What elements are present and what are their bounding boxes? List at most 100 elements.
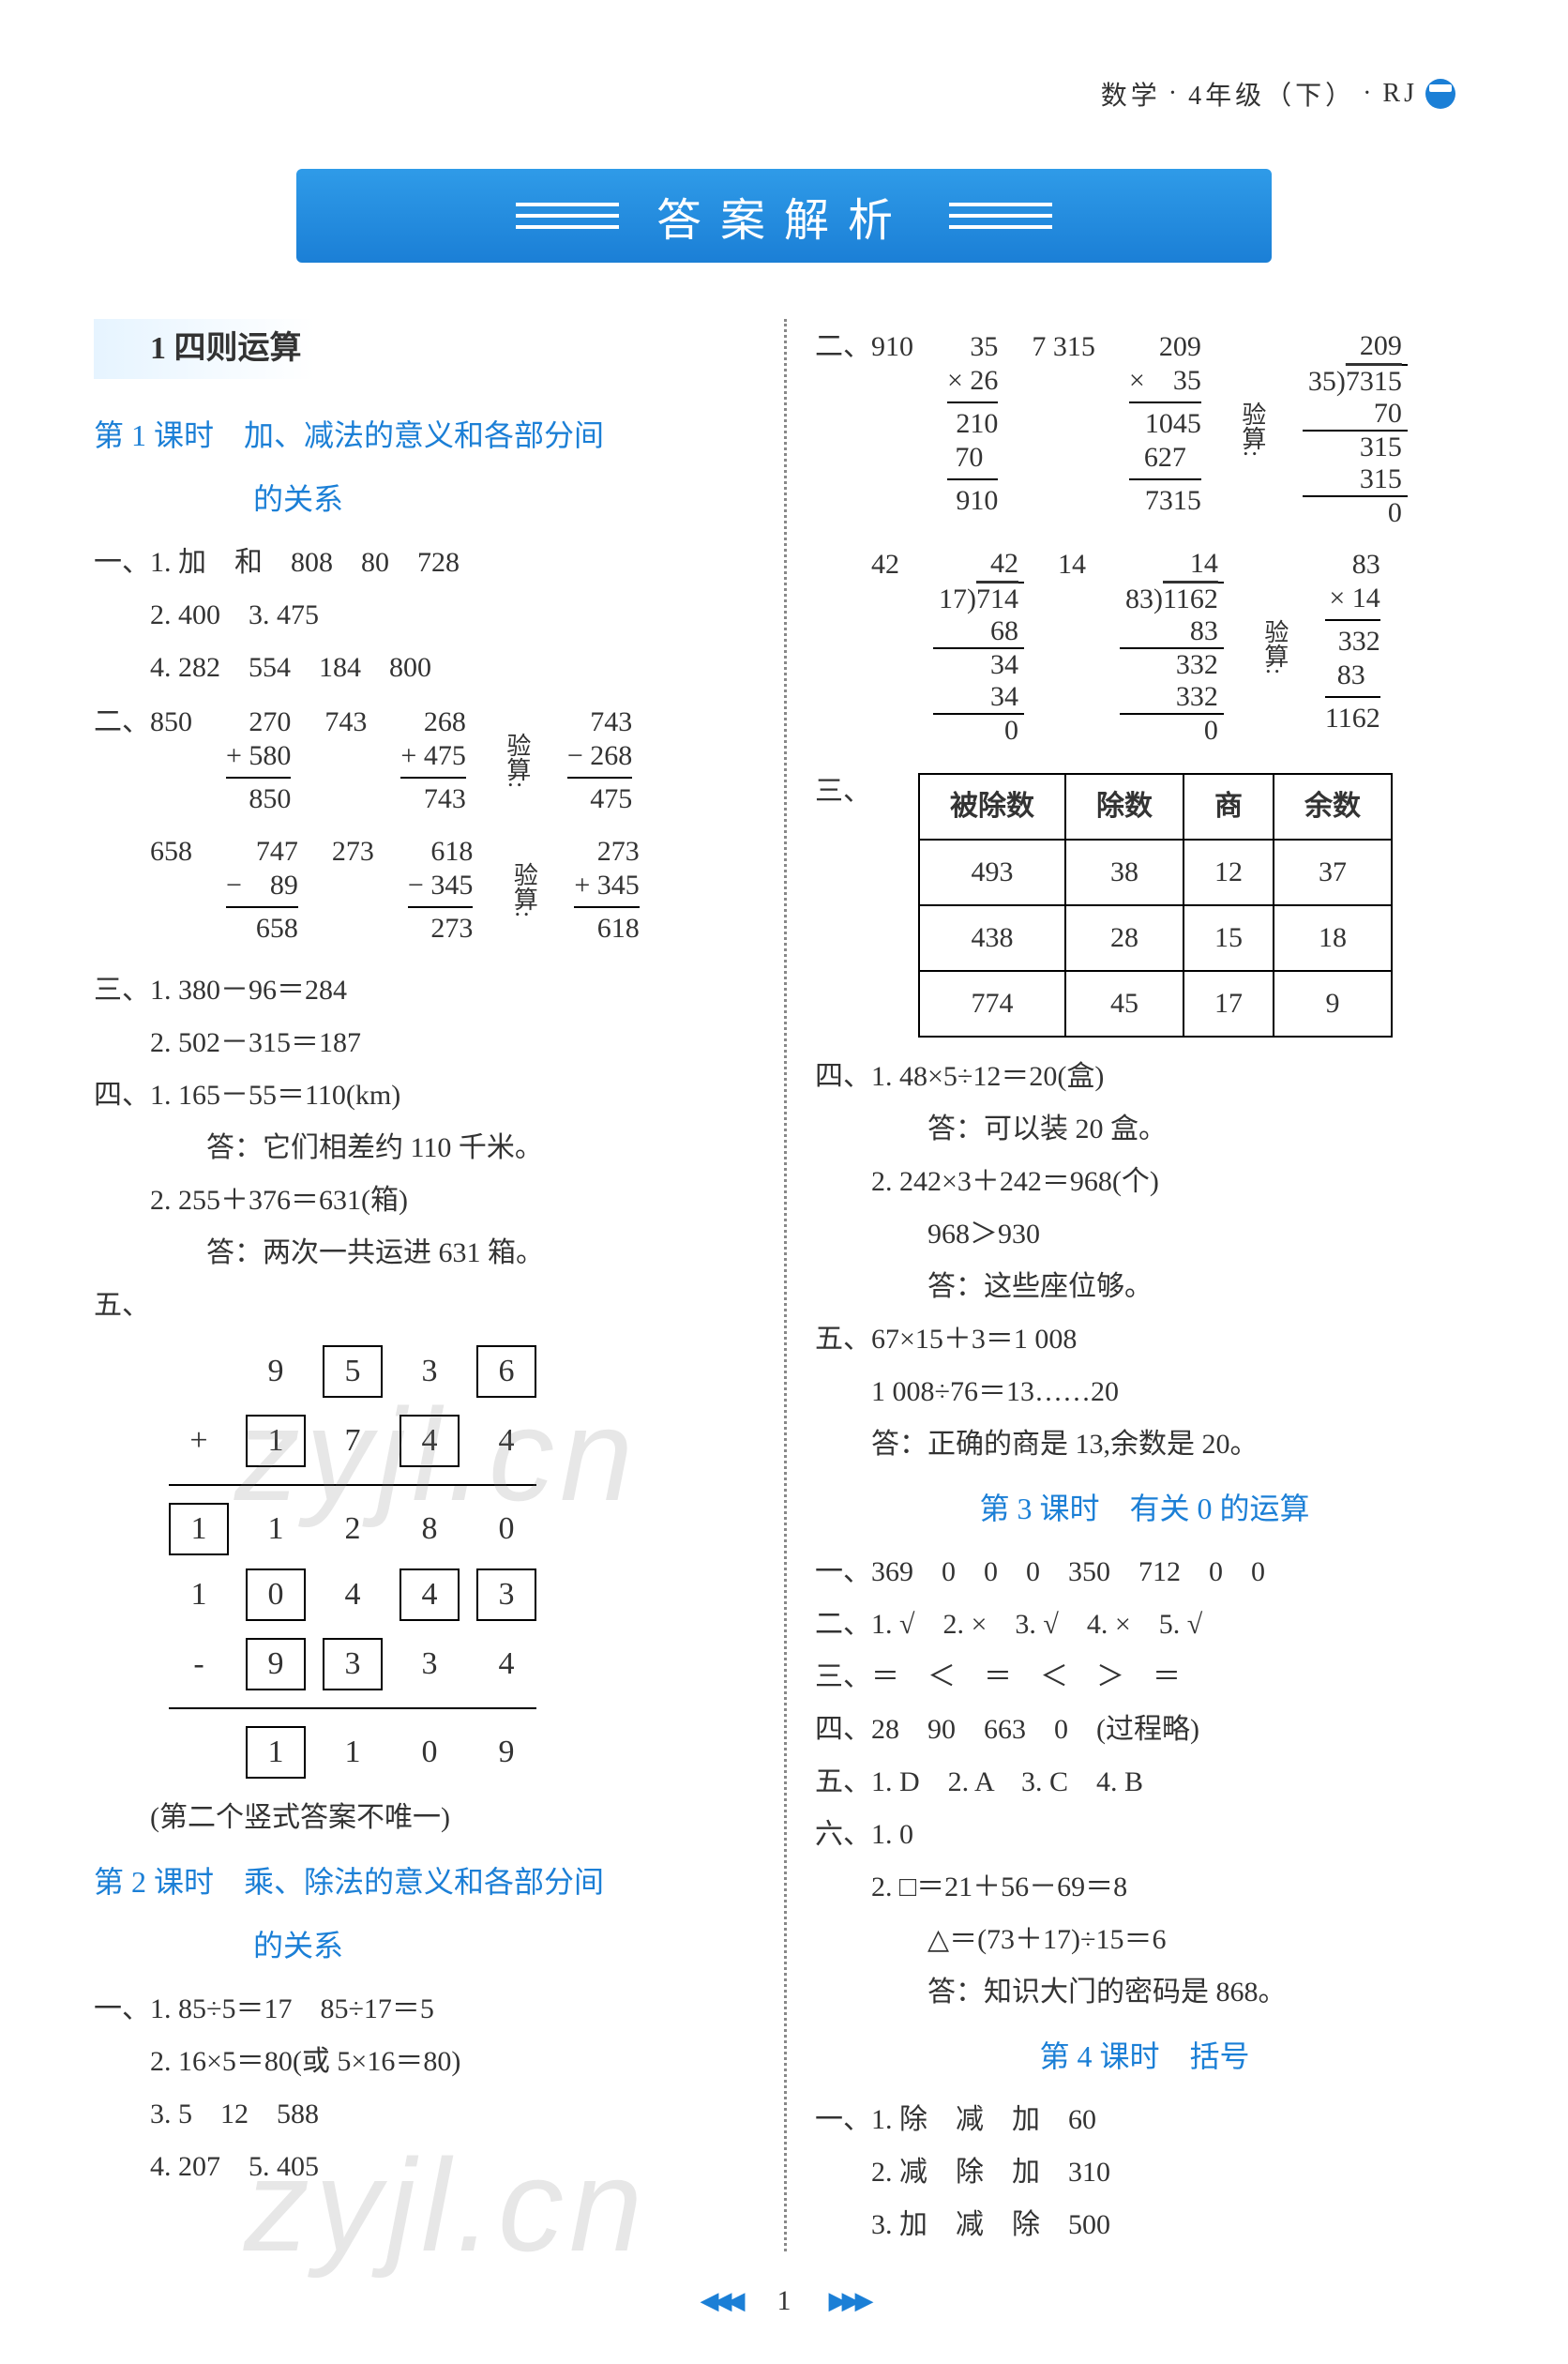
digit-cell: 1 (246, 1503, 306, 1555)
l1-q4-1a: 答：它们相差约 110 千米。 (94, 1122, 756, 1174)
table-cell: 45 (1065, 971, 1184, 1037)
l3-q1: 一、369 0 0 0 350 712 0 0 (815, 1546, 1474, 1599)
l2-q2b-v1: 14 (1058, 548, 1086, 582)
table-header: 除数 (1065, 774, 1184, 840)
digit-grid-2: 10443-93341109 (169, 1568, 756, 1779)
long-division: 42 17)714 68 34 34 0 (933, 548, 1024, 747)
l3-q3: 三、＝ ＜ ＝ ＜ ＞ ＝ (815, 1651, 1474, 1704)
long-division: 209 35)7315 70 315 315 0 (1303, 330, 1408, 529)
digit-cell: 1 (323, 1726, 383, 1779)
lesson-2-title-line2: 的关系 (94, 1919, 756, 1972)
vertical-mul: 83 × 14 332 83 1162 (1325, 548, 1380, 735)
verify-label: 验算: (500, 733, 534, 788)
l3-q6-2b: △＝(73＋17)÷15＝6 (815, 1914, 1474, 1966)
digit-cell: 9 (476, 1726, 536, 1779)
digit-cell (169, 1726, 229, 1779)
l2-q4-2: 2. 242×3＋242＝968(个) (815, 1156, 1474, 1208)
page-title: 答案解析 (656, 183, 912, 249)
digit-grid-1: 9536+174411280 (169, 1345, 756, 1555)
next-page-icon[interactable]: ▶▶▶ (829, 2287, 868, 2315)
table-cell: 493 (919, 840, 1065, 905)
l2-q4-2a: 答：这些座位够。 (815, 1261, 1474, 1313)
l2-q1-1: 一、1. 85÷5＝17 85÷17＝5 (94, 1983, 756, 2036)
digit-cell: 8 (400, 1503, 460, 1555)
l1-q2-label: 二、850 (94, 705, 192, 739)
l2-q1-3: 3. 5 12 588 (94, 2088, 756, 2141)
digit-cell: 0 (400, 1726, 460, 1779)
table-cell: 9 (1274, 971, 1392, 1037)
l2-q5-2: 1 008÷76＝13……20 (815, 1366, 1474, 1418)
l2-q4-1a: 答：可以装 20 盒。 (815, 1103, 1474, 1156)
verify-label: 验算: (1235, 402, 1269, 457)
digit-cell: 4 (323, 1568, 383, 1621)
prev-page-icon[interactable]: ◀◀◀ (701, 2287, 740, 2315)
table-header: 商 (1184, 774, 1274, 840)
l1-q3-1: 三、1. 380－96＝284 (94, 964, 756, 1017)
digit-cell: 9 (246, 1345, 306, 1398)
right-column: 二、910 35 × 26 210 70 910 7 315 209 × 35 … (784, 319, 1474, 2251)
l1-q2-v1: 743 (324, 705, 367, 739)
breadcrumb: 数学 · 4年级（下） · RJ (1101, 75, 1455, 113)
l2-q5-1: 五、67×15＋3＝1 008 (815, 1313, 1474, 1366)
l2-q2-v1: 7 315 (1032, 330, 1095, 364)
table-cell: 12 (1184, 840, 1274, 905)
decorative-line-left (516, 214, 619, 218)
chapter-heading: 1 四则运算 (94, 319, 339, 379)
l1-q2b-v1: 273 (332, 835, 374, 869)
table-header: 余数 (1274, 774, 1392, 840)
table-header: 被除数 (919, 774, 1065, 840)
lesson-3-title: 第 3 课时 有关 0 的运算 (815, 1482, 1474, 1535)
l2-q4-1: 四、1. 48×5÷12＝20(盒) (815, 1051, 1474, 1103)
breadcrumb-grade: 4年级（下） (1188, 75, 1355, 113)
l2-q2-row2: 42 42 17)714 68 34 34 0 14 14 83)1162 83… (815, 548, 1474, 747)
breadcrumb-series: RJ (1382, 79, 1418, 109)
digit-cell: 3 (400, 1345, 460, 1398)
digit-cell: 5 (323, 1345, 383, 1398)
verify-label: 验算: (1258, 619, 1291, 674)
l2-q2-row1: 二、910 35 × 26 210 70 910 7 315 209 × 35 … (815, 330, 1474, 529)
digit-cell: 9 (246, 1638, 306, 1690)
digit-cell: 4 (476, 1415, 536, 1467)
digit-cell: 4 (400, 1415, 460, 1467)
digit-cell: 1 (169, 1503, 229, 1555)
verify-label: 验算: (506, 862, 540, 917)
decorative-line-right (949, 214, 1052, 218)
l1-q4-1: 四、1. 165－55＝110(km) (94, 1069, 756, 1122)
table-row: 77445179 (919, 971, 1392, 1037)
vertical-calc: 743 − 268 475 (567, 705, 632, 816)
l2-q2-label: 二、910 (815, 330, 913, 364)
l1-q4-2: 2. 255＋376＝631(箱) (94, 1174, 756, 1227)
table-cell: 15 (1184, 905, 1274, 971)
l3-q6-2a: 2. □＝21＋56－69＝8 (815, 1861, 1474, 1914)
long-division: 14 83)1162 83 332 332 0 (1120, 548, 1224, 747)
digit-cell: 4 (476, 1638, 536, 1690)
table-cell: 438 (919, 905, 1065, 971)
vertical-calc: 270 + 580 850 (226, 705, 291, 816)
l3-q6-2c: 答：知识大门的密码是 868。 (815, 1966, 1474, 2019)
page-title-banner: 答案解析 (296, 169, 1272, 263)
digit-cell: - (169, 1638, 229, 1690)
l1-q5-label: 五、 (94, 1280, 756, 1332)
vertical-mul: 35 × 26 210 70 910 (947, 330, 998, 518)
vertical-calc: 268 + 475 743 (400, 705, 465, 816)
table-row: 493381237 (919, 840, 1392, 905)
table-cell: 17 (1184, 971, 1274, 1037)
l1-q1-2: 2. 400 3. 475 (94, 589, 756, 642)
breadcrumb-subject: 数学 (1101, 75, 1161, 113)
l2-q1-2: 2. 16×5＝80(或 5×16＝80) (94, 2036, 756, 2088)
left-column: 1 四则运算 第 1 课时 加、减法的意义和各部分间 的关系 一、1. 加 和 … (94, 319, 784, 2251)
page-footer: ◀◀◀ 1 ▶▶▶ (0, 2285, 1568, 2317)
l3-q4: 四、28 90 663 0 (过程略) (815, 1704, 1474, 1756)
vertical-mul: 209 × 35 1045 627 7315 (1129, 330, 1201, 518)
digit-cell: 1 (169, 1568, 229, 1621)
lesson-1-title-line2: 的关系 (94, 473, 756, 525)
vertical-calc: 747 − 89 658 (226, 835, 298, 946)
l2-q2b-label: 42 (815, 548, 899, 582)
digit-cell: 0 (476, 1503, 536, 1555)
lesson-4-title: 第 4 课时 括号 (815, 2030, 1474, 2083)
l4-q1-2: 2. 减 除 加 310 (815, 2146, 1474, 2199)
lesson-1-title-line1: 第 1 课时 加、减法的意义和各部分间 (94, 409, 756, 462)
table-cell: 774 (919, 971, 1065, 1037)
l1-q2-row2: 658 747 − 89 658 273 618 − 345 273 验算: 2… (94, 835, 756, 946)
series-badge-icon (1425, 79, 1455, 109)
